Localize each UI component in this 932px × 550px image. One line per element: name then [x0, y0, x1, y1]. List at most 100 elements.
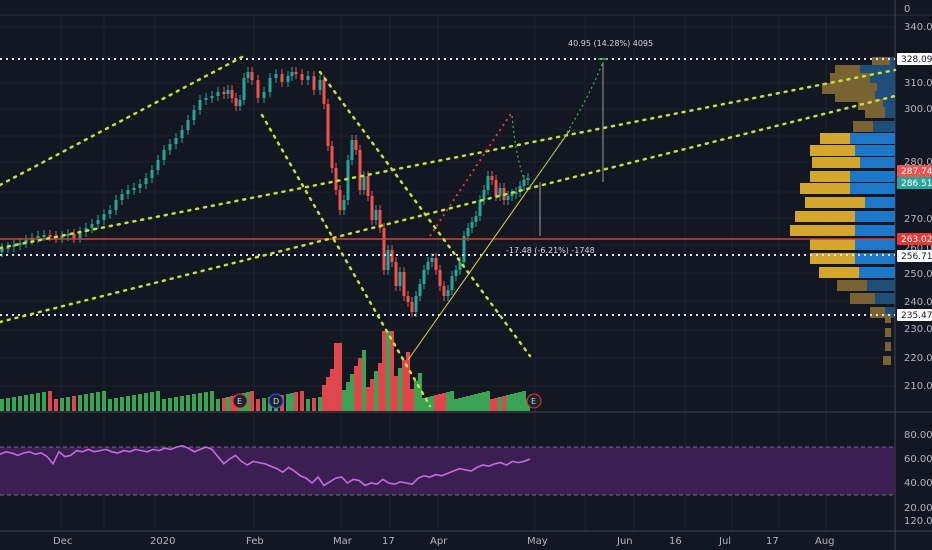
price-tag-bg-1 [897, 165, 932, 177]
candle-body-2 [12, 245, 16, 247]
event-badge-1 [268, 393, 284, 409]
x-tick-10: 17 [766, 536, 779, 547]
horizontal-levels [0, 58, 895, 316]
event-badge-label-0: E [237, 397, 242, 406]
vp-gold-8 [820, 133, 850, 144]
volume-bar-55 [312, 398, 316, 411]
volume-bar-12 [72, 396, 76, 411]
candle-body-11 [66, 234, 70, 236]
price-tag-bg-5 [897, 309, 932, 321]
volume-bar-74 [390, 331, 394, 411]
vp-gold-1 [835, 65, 860, 76]
x-tick-5: Apr [430, 536, 448, 547]
vp-blue-6 [885, 107, 895, 118]
trend-dotted-1 [0, 94, 897, 324]
volume-bar-76 [398, 368, 402, 411]
volume-bar-70 [374, 371, 378, 411]
vp-blue-14 [855, 211, 895, 222]
price-tag-5: 235.47 [901, 311, 932, 321]
volume-bar-96 [478, 393, 482, 411]
candle-body-30 [180, 130, 184, 138]
volume-bar-87 [442, 393, 446, 411]
candle-body-16 [96, 220, 100, 224]
vp-blue-5 [883, 99, 895, 110]
volume-bar-13 [78, 395, 82, 411]
volume-bar-78 [406, 352, 410, 411]
candle-body-31 [186, 120, 190, 130]
volume-bar-8 [48, 391, 52, 411]
volume-bar-31 [186, 395, 190, 411]
candle-body-103 [506, 196, 510, 200]
candle-body-69 [370, 196, 374, 220]
candle-body-4 [24, 240, 28, 243]
volume-bar-30 [180, 396, 184, 411]
volume-bar-0 [0, 399, 4, 411]
candle-body-59 [330, 146, 334, 168]
trend-lines [0, 55, 897, 408]
candle-body-45 [256, 80, 260, 98]
candle-body-78 [406, 296, 410, 302]
price-tag-0: 328.09 [901, 55, 932, 65]
candle-body-106 [518, 186, 522, 192]
vp-blue-18 [859, 267, 895, 278]
vp-gold-9 [810, 145, 855, 156]
volume-bar-28 [168, 398, 172, 411]
candle-body-43 [246, 72, 250, 78]
candle-body-107 [522, 180, 526, 186]
volume-bar-36 [216, 399, 220, 411]
price-tag-bg-4 [897, 250, 932, 262]
volume-bar-60 [334, 343, 338, 411]
volume-bar-64 [350, 374, 354, 411]
volume-bar-105 [514, 393, 518, 411]
event-badge-2 [526, 393, 542, 409]
candle-body-53 [300, 74, 304, 80]
volume-bar-11 [66, 397, 70, 411]
vp-blue-11 [850, 171, 895, 182]
candle-body-89 [450, 276, 454, 290]
x-tick-6: May [527, 536, 548, 547]
candle-body-49 [280, 74, 284, 82]
vp-gold-15 [790, 225, 855, 236]
candle-body-104 [510, 194, 514, 196]
volume-bar-72 [382, 331, 386, 411]
candle-body-56 [318, 80, 322, 90]
candle-body-95 [474, 216, 478, 222]
volume-bars [0, 331, 530, 411]
rsi-tick-4: 120.00 [904, 516, 932, 527]
x-tick-3: Mar [333, 536, 353, 547]
volume-bar-100 [494, 398, 498, 411]
candle-body-46 [262, 92, 266, 98]
candle-body-36 [216, 92, 220, 96]
volume-bar-82 [422, 398, 426, 411]
volume-bar-62 [342, 390, 346, 411]
candle-body-21 [126, 190, 130, 194]
candle-body-55 [312, 76, 316, 90]
y-tick-4: 300.00 [904, 104, 932, 115]
y-tick-3: 310.00 [904, 78, 932, 89]
candle-body-76 [398, 272, 402, 286]
volume-bar-10 [60, 398, 64, 411]
candle-body-7 [42, 235, 46, 237]
vp-low-0 [885, 314, 891, 323]
volume-bar-25 [150, 392, 154, 411]
candle-body-67 [362, 176, 366, 190]
candle-body-101 [498, 188, 502, 196]
volume-bar-26 [156, 391, 160, 411]
volume-bar-57 [322, 385, 326, 411]
volume-bar-20 [120, 397, 124, 411]
candle-body-100 [494, 180, 498, 196]
candle-body-52 [294, 72, 298, 74]
y-tick-0: 0 [904, 4, 910, 15]
candle-body-75 [394, 262, 398, 286]
y-tick-8: 250.00 [904, 269, 932, 280]
y-tick-5: 280.00 [904, 157, 932, 168]
candle-body-83 [426, 262, 430, 270]
vp-blue-15 [855, 225, 895, 236]
candle-body-40 [234, 98, 238, 106]
vp-gold-3 [822, 83, 877, 94]
candle-body-22 [132, 188, 136, 190]
volume-bar-37 [222, 398, 226, 411]
candle-body-39 [230, 90, 234, 98]
vp-blue-3 [877, 83, 895, 94]
